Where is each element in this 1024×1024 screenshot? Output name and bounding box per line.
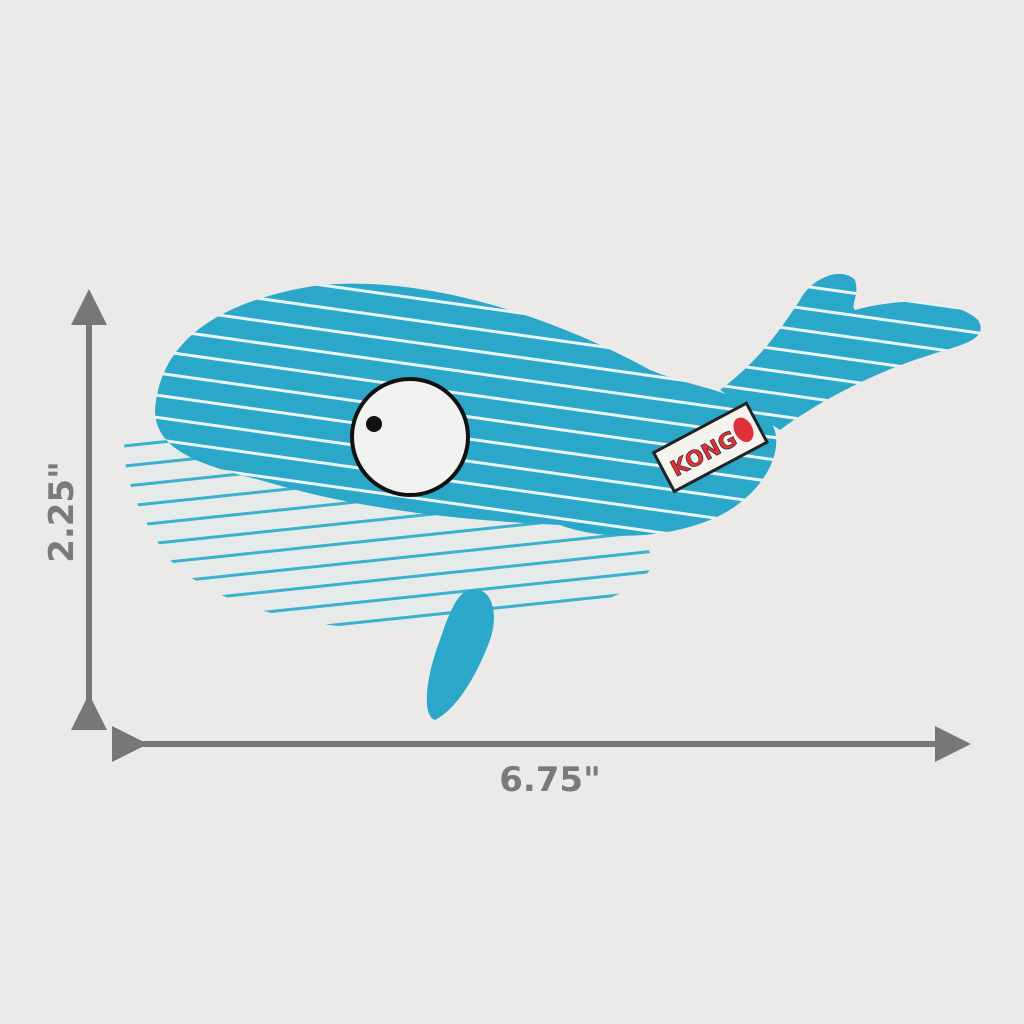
height-dimension-label: 2.25" [42,461,82,563]
width-dimension-label: 6.75" [499,760,601,800]
whale-belly [124,431,652,631]
whale-tail [720,273,981,430]
whale-toy: KONG [124,273,981,720]
whale-body [155,283,777,536]
whale-fin [426,589,494,720]
eye-icon [350,377,470,497]
